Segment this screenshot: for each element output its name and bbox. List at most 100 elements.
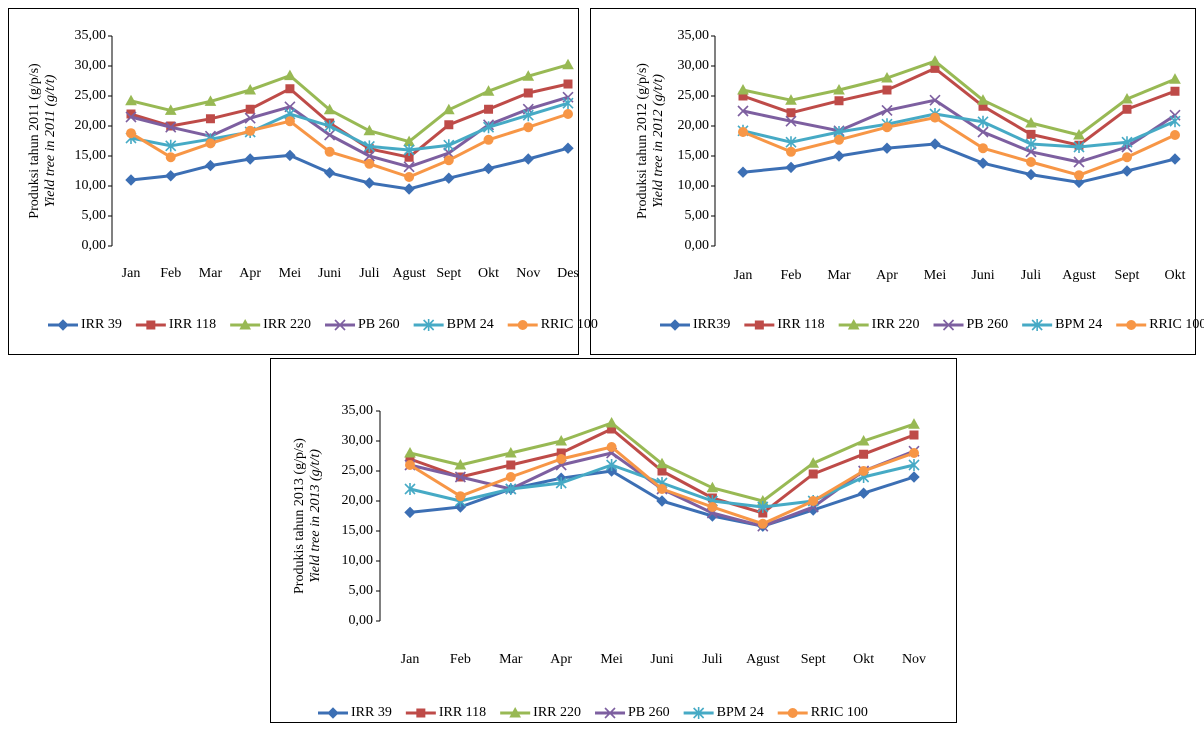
data-marker — [324, 120, 336, 132]
data-marker — [245, 125, 256, 136]
data-marker — [522, 70, 535, 81]
x-tick-label: Okt — [1165, 268, 1186, 283]
y-tick-label: 10,00 — [75, 178, 107, 193]
data-marker — [859, 449, 869, 459]
y-axis-label: Yield tree in 2013 (g/t/t) — [308, 449, 323, 583]
data-marker — [125, 128, 137, 139]
legend-label: IRR 220 — [533, 705, 581, 720]
x-tick-label: Juni — [318, 266, 341, 281]
x-tick-label: Juni — [650, 652, 673, 667]
data-marker — [522, 109, 534, 122]
x-tick-label: Agust — [1062, 268, 1096, 283]
data-marker — [977, 126, 989, 138]
y-tick-label: 20,00 — [75, 118, 107, 133]
series-line — [130, 146, 569, 191]
x-tick-label: Juli — [702, 652, 722, 667]
legend-marker — [669, 319, 681, 331]
series-line — [742, 142, 1176, 184]
data-marker — [929, 94, 941, 106]
data-marker — [205, 114, 215, 124]
data-marker — [555, 434, 568, 446]
x-tick-label: Feb — [450, 652, 471, 667]
y-axis-label: Yield tree in 2011 (g/t/t) — [43, 74, 58, 207]
legend-label: RRIC 100 — [541, 317, 598, 332]
legend-label: IRR 118 — [169, 317, 216, 332]
y-tick-label: 5,00 — [685, 208, 710, 223]
data-marker — [484, 104, 494, 114]
data-marker — [482, 121, 495, 134]
legend-marker — [57, 319, 69, 331]
data-marker — [858, 466, 869, 476]
data-marker — [364, 158, 375, 169]
data-marker — [506, 460, 516, 470]
legend-label: BPM 24 — [447, 317, 494, 332]
y-tick-label: 0,00 — [685, 238, 710, 253]
legend-marker — [239, 318, 252, 330]
data-marker — [881, 104, 893, 116]
y-tick-label: 10,00 — [342, 553, 374, 568]
data-marker — [605, 416, 618, 428]
data-marker — [786, 108, 796, 118]
x-tick-label: Mei — [279, 266, 302, 281]
legend-marker — [146, 320, 156, 330]
data-marker — [882, 85, 892, 95]
data-marker — [562, 97, 574, 110]
x-tick-label: Feb — [781, 268, 802, 283]
x-tick-label: Mar — [827, 268, 851, 283]
data-marker — [204, 159, 217, 172]
data-marker — [523, 88, 533, 98]
legend-label: IRR39 — [693, 317, 730, 332]
data-marker — [1122, 104, 1132, 114]
series-line — [130, 101, 569, 152]
chart-frame — [8, 8, 579, 355]
x-tick-label: Jan — [734, 268, 753, 283]
x-tick-label: Mar — [199, 266, 223, 281]
data-marker — [909, 430, 919, 440]
data-marker — [881, 122, 893, 133]
data-marker — [562, 142, 574, 154]
legend-label: IRR 39 — [351, 705, 392, 720]
data-marker — [404, 152, 414, 162]
legend-label: IRR 220 — [872, 317, 920, 332]
data-marker — [165, 139, 177, 152]
y-tick-label: 5,00 — [349, 583, 374, 598]
y-tick-label: 20,00 — [678, 118, 710, 133]
data-marker — [404, 446, 416, 458]
legend-label: RRIC 100 — [811, 705, 868, 720]
legend-marker — [509, 706, 522, 718]
x-tick-label: Juli — [1021, 268, 1041, 283]
y-tick-label: 35,00 — [678, 28, 710, 43]
data-marker — [929, 112, 941, 123]
series-line — [742, 116, 1176, 177]
data-marker — [404, 483, 416, 495]
data-marker — [404, 506, 416, 519]
data-marker — [125, 174, 137, 186]
y-tick-label: 35,00 — [75, 28, 107, 43]
data-marker — [785, 136, 797, 149]
y-tick-label: 35,00 — [342, 403, 374, 418]
data-marker — [1073, 156, 1085, 168]
x-tick-label: Nov — [516, 266, 540, 281]
data-marker — [482, 85, 495, 96]
data-marker — [443, 172, 455, 184]
data-marker — [555, 477, 567, 489]
data-marker — [523, 122, 534, 133]
data-marker — [324, 129, 336, 141]
chart-frame — [270, 358, 957, 723]
data-marker — [164, 104, 177, 115]
data-marker — [363, 150, 375, 162]
data-marker — [1025, 157, 1037, 167]
data-marker — [706, 481, 719, 493]
data-marker — [556, 454, 567, 464]
x-tick-label: Sept — [801, 652, 826, 667]
legend-label: BPM 24 — [717, 705, 764, 720]
data-marker — [785, 146, 797, 157]
y-tick-label: 20,00 — [342, 493, 374, 508]
y-axis-label: Produksi tahun 2011 (g/p/s) — [27, 63, 42, 219]
data-marker — [737, 166, 749, 178]
legend-marker — [1126, 320, 1137, 330]
legend-marker — [327, 707, 339, 719]
data-marker — [1121, 92, 1133, 104]
data-marker — [929, 138, 941, 150]
data-marker — [833, 134, 845, 145]
